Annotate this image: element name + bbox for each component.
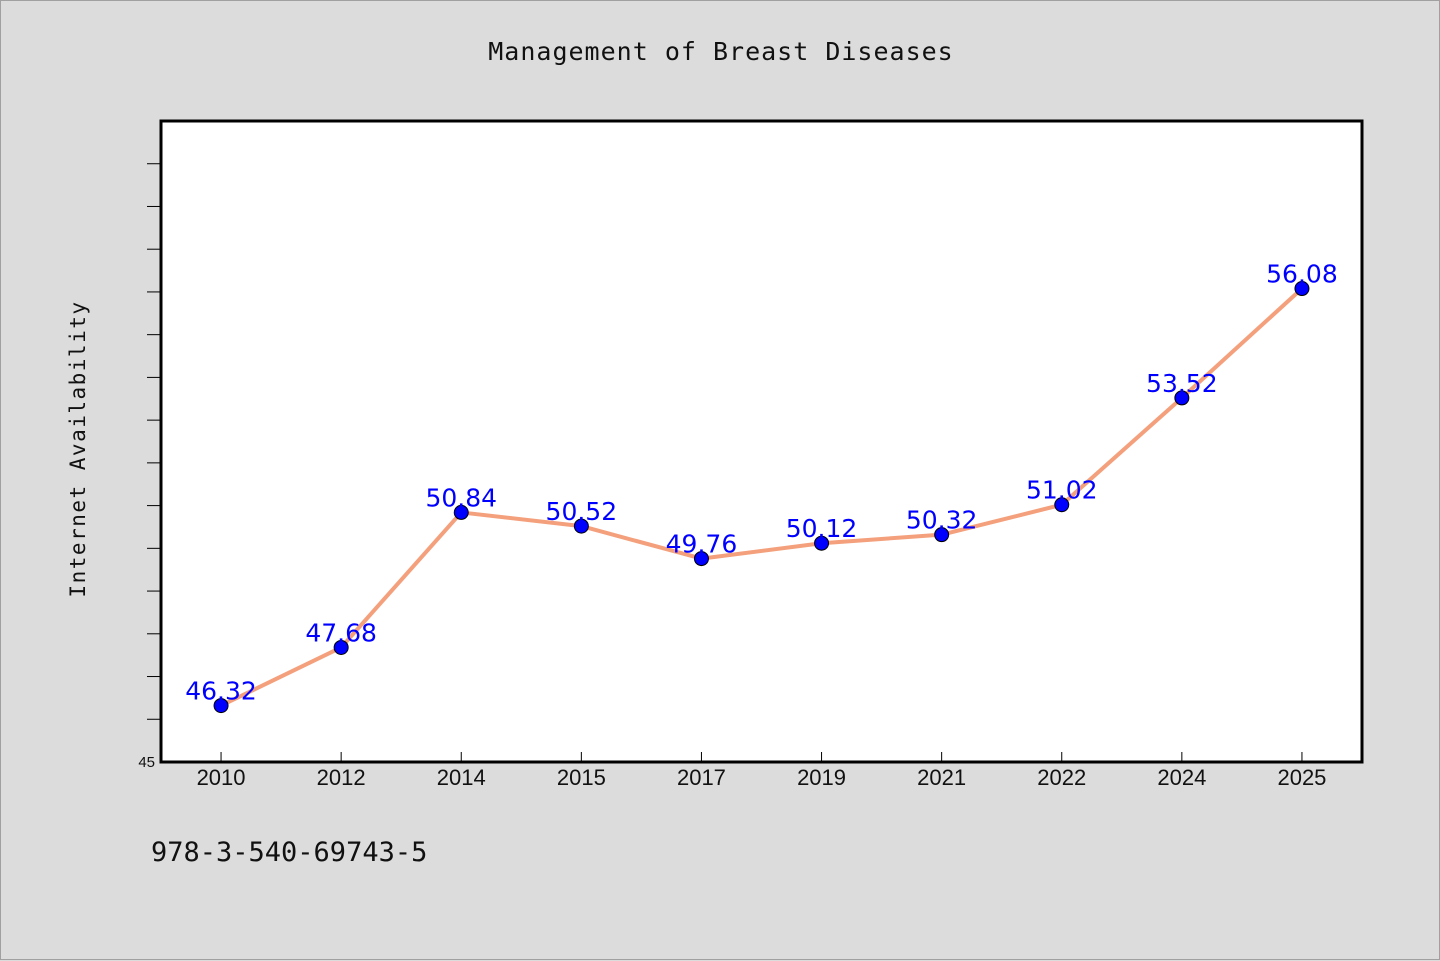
data-label: 53.52 <box>1146 369 1218 398</box>
data-label: 56.08 <box>1266 260 1338 289</box>
series-layer: 46.32 47.68 50.84 50.52 49.76 50.12 50.32 51.02… <box>185 260 1338 714</box>
data-point <box>1294 281 1310 297</box>
data-point <box>333 639 349 655</box>
data-label: 51.02 <box>1026 476 1098 505</box>
x-tick-label: 2024 <box>1157 765 1206 790</box>
y-tick-label: 45 <box>138 754 155 771</box>
x-tick-label: 2019 <box>797 765 846 790</box>
data-point <box>693 551 709 567</box>
x-axis-ticks: 2010 2012 2014 2015 2017 2019 2021 2022 2024 2025 <box>197 752 1326 790</box>
x-tick-label: 2017 <box>677 765 726 790</box>
data-point <box>573 518 589 534</box>
data-label: 50.84 <box>425 483 497 512</box>
data-label: 50.32 <box>906 506 978 535</box>
data-label: 46.32 <box>185 677 257 706</box>
data-label: 50.12 <box>786 514 858 543</box>
data-point <box>934 527 950 543</box>
x-tick-label: 2014 <box>437 765 486 790</box>
data-label: 47.68 <box>305 618 377 647</box>
x-tick-label: 2021 <box>917 765 966 790</box>
plot-area <box>161 121 1362 762</box>
y-axis-ticks: 45 <box>138 163 161 771</box>
data-label: 49.76 <box>666 530 738 559</box>
x-tick-label: 2010 <box>197 765 246 790</box>
data-point <box>1174 390 1190 406</box>
x-tick-label: 2012 <box>317 765 366 790</box>
plot-border <box>159 119 1364 764</box>
data-point <box>814 535 830 551</box>
data-point <box>213 698 229 714</box>
chart-title: Management of Breast Diseases <box>488 37 954 66</box>
x-tick-label: 2015 <box>557 765 606 790</box>
x-tick-label: 2025 <box>1277 765 1326 790</box>
data-label: 50.52 <box>546 497 618 526</box>
x-tick-label: 2022 <box>1037 765 1086 790</box>
series-line <box>220 287 1304 708</box>
data-point <box>453 504 469 520</box>
footnote-isbn: 978-3-540-69743-5 <box>151 837 428 868</box>
data-point <box>1054 497 1070 513</box>
